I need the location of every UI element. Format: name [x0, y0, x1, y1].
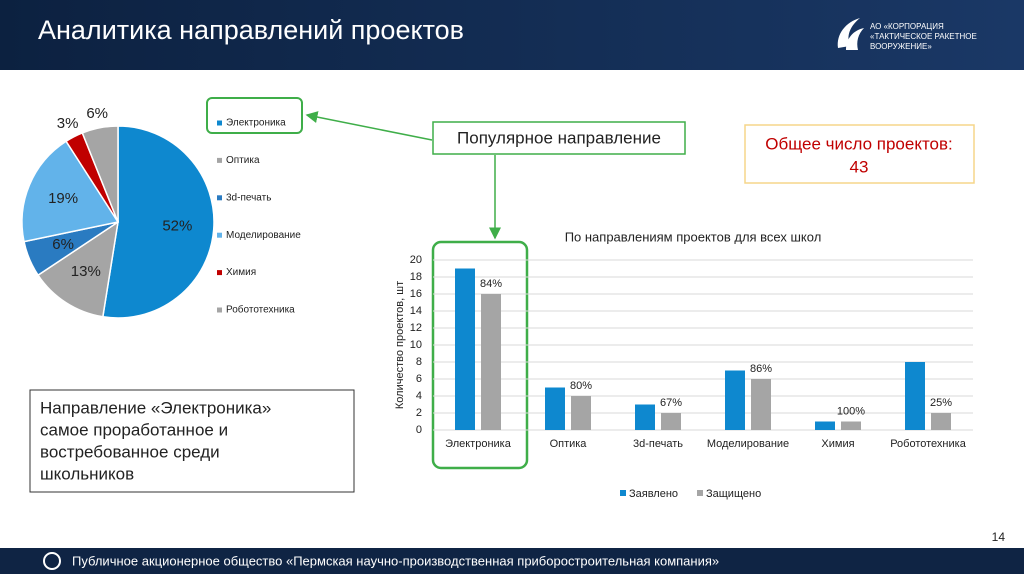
bar: [815, 421, 835, 430]
total-label: Общее число проектов:: [765, 134, 953, 153]
legend-label: 3d-печать: [226, 192, 271, 203]
y-tick-label: 2: [416, 407, 422, 419]
y-tick-label: 4: [416, 390, 422, 402]
note-text: востребованное среди: [40, 442, 220, 461]
legend-label: Моделирование: [226, 230, 301, 241]
legend-swatch: [697, 490, 703, 496]
y-tick-label: 12: [410, 322, 422, 334]
note-text: школьников: [40, 464, 134, 483]
share-label: 67%: [660, 397, 682, 409]
pie-label: 52%: [162, 218, 192, 235]
callout-text: Популярное направление: [457, 128, 661, 147]
share-label: 86%: [750, 363, 772, 375]
legend-label: Оптика: [226, 155, 260, 166]
arrow: [305, 111, 433, 141]
legend-swatch: [217, 232, 222, 238]
pie-slice: [21, 140, 120, 243]
pie-slice: [101, 125, 215, 319]
bar: [841, 421, 861, 430]
logo-text: «ТАКТИЧЕСКОЕ РАКЕТНОЕ: [870, 32, 977, 41]
bar: [481, 294, 501, 430]
logo-text: ВООРУЖЕНИЕ»: [870, 42, 932, 51]
x-tick-label: Оптика: [550, 438, 588, 450]
bar: [931, 413, 951, 430]
legend-label: Робототехника: [226, 304, 295, 316]
page-number: 14: [992, 530, 1006, 544]
bar: [661, 413, 681, 430]
share-label: 25%: [930, 397, 952, 409]
footer-icon: [43, 552, 61, 570]
x-tick-label: 3d-печать: [633, 438, 683, 450]
slide-title: Аналитика направлений проектов: [38, 15, 464, 45]
pie-label: 6%: [52, 236, 74, 253]
note-text: Направление «Электроника»: [40, 398, 271, 417]
highlight-box: [431, 240, 529, 470]
logo: [837, 18, 864, 50]
bar: [725, 370, 745, 430]
pie-slice: [81, 125, 119, 223]
legend-label: Заявлено: [629, 488, 678, 500]
y-tick-label: 14: [410, 305, 422, 317]
y-tick-label: 20: [410, 254, 422, 266]
bar: [455, 268, 475, 430]
legend-label: Химия: [226, 267, 256, 278]
total-value: 43: [850, 157, 869, 176]
y-tick-label: 10: [410, 339, 422, 351]
y-tick-label: 6: [416, 373, 422, 385]
pie-label: 6%: [86, 105, 108, 122]
total-box: [744, 124, 975, 184]
pie-slice: [37, 220, 120, 318]
share-label: 84%: [480, 278, 502, 290]
highlight-box: [206, 97, 303, 134]
chart-title: По направлениям проектов для всех школ: [565, 229, 822, 244]
share-label: 80%: [570, 380, 592, 392]
y-tick-label: 16: [410, 288, 422, 300]
note-box: [29, 389, 355, 493]
bar: [635, 404, 655, 430]
bar: [905, 362, 925, 430]
y-tick-label: 18: [410, 271, 422, 283]
bar: [751, 379, 771, 430]
y-tick-label: 0: [416, 424, 422, 436]
callout-box: [432, 121, 686, 155]
legend-swatch: [217, 157, 222, 163]
legend-swatch: [620, 490, 626, 496]
note-text: самое проработанное и: [40, 420, 228, 439]
legend-swatch: [217, 195, 222, 201]
x-tick-label: Моделирование: [707, 438, 789, 450]
x-tick-label: Химия: [821, 438, 854, 450]
bar: [545, 387, 565, 430]
footer-bar: [0, 548, 1024, 574]
legend-swatch: [217, 270, 222, 276]
y-axis-label: Количество проектов, шт: [394, 281, 406, 409]
x-tick-label: Электроника: [445, 438, 512, 450]
y-tick-label: 8: [416, 356, 422, 368]
legend-label: Электроника: [226, 118, 286, 129]
x-tick-label: Робототехника: [890, 438, 967, 450]
logo-text: АО «КОРПОРАЦИЯ: [870, 22, 944, 31]
footer-text: Публичное акционерное общество «Пермская…: [72, 553, 719, 568]
pie-label: 13%: [71, 263, 101, 280]
legend-swatch: [217, 120, 222, 126]
bar: [571, 396, 591, 430]
legend-swatch: [217, 307, 222, 313]
legend-label: Защищено: [706, 488, 761, 500]
pie-label: 19%: [48, 190, 78, 207]
share-label: 100%: [837, 405, 865, 417]
pie-label: 3%: [57, 115, 79, 132]
